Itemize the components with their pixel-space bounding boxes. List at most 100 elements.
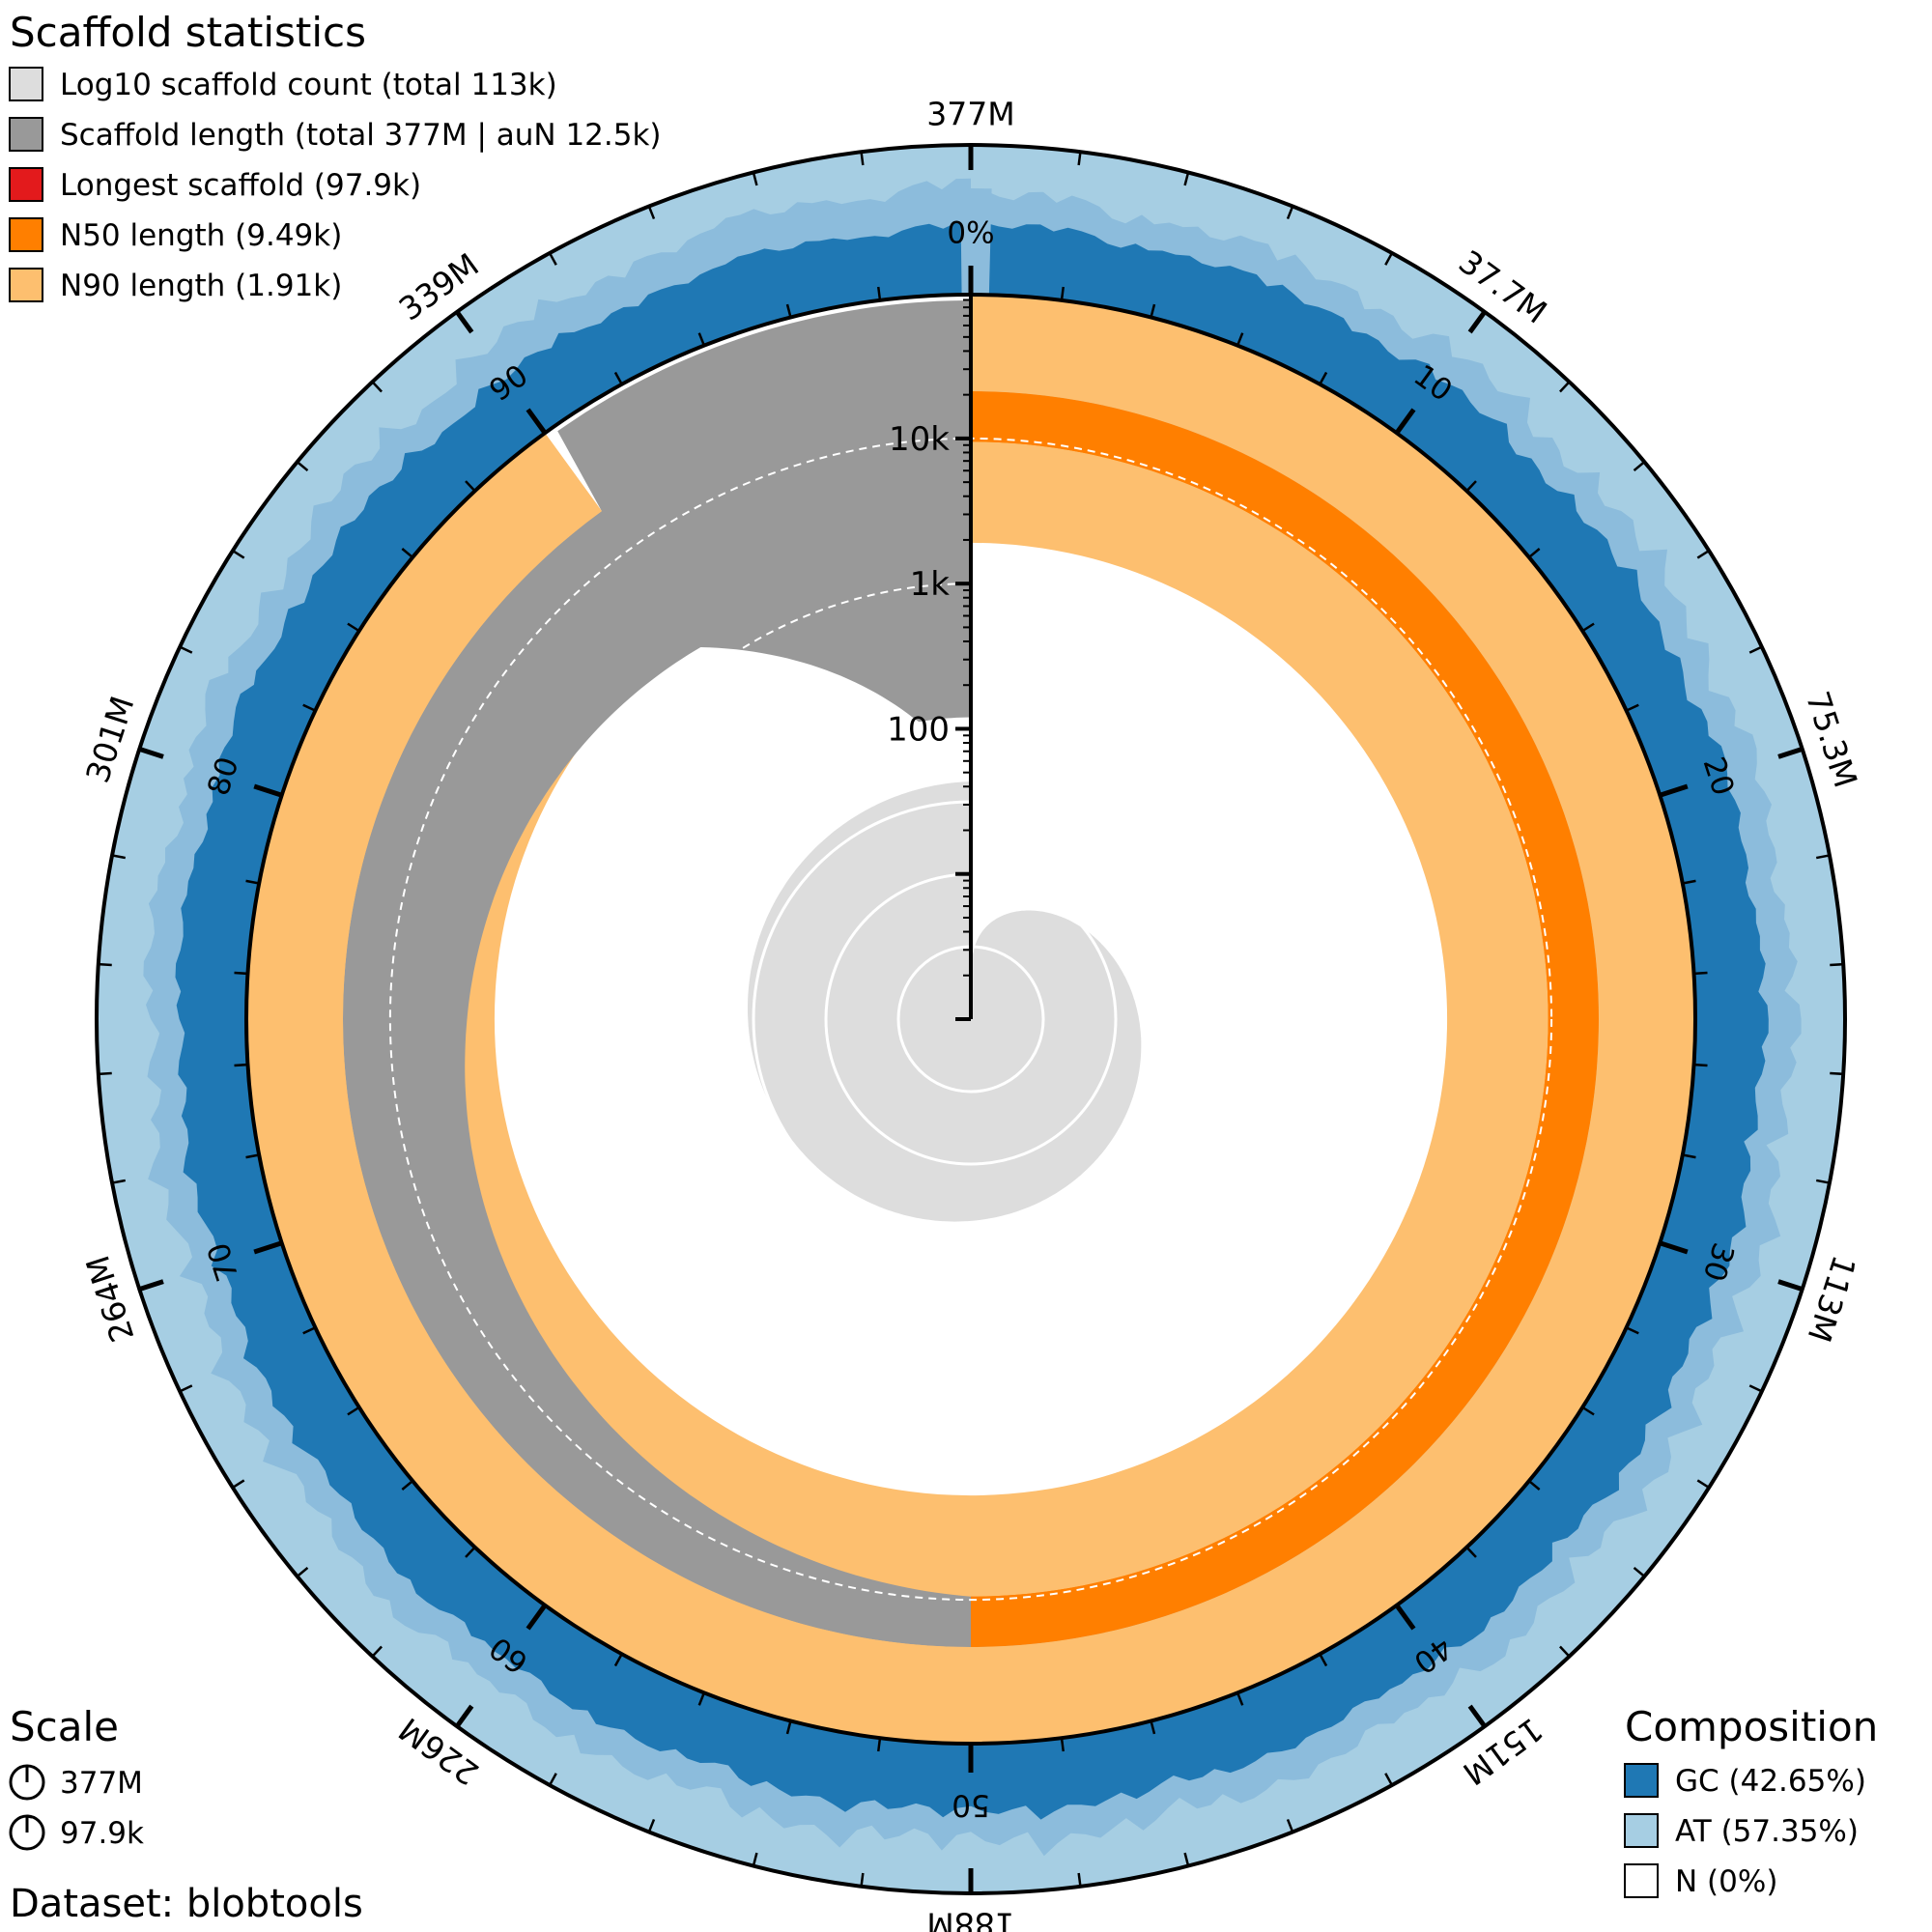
percent-tick [1626, 703, 1639, 712]
outer-tick [296, 461, 309, 472]
outer-tick [1467, 310, 1487, 334]
percent-tick [234, 971, 248, 976]
outer-tick [1830, 962, 1844, 967]
log-tick-label: 1k [910, 565, 951, 604]
outer-tick [1633, 1566, 1646, 1577]
scale-title: Scale [10, 1703, 119, 1750]
scale-item-longest: 97.9k [9, 1814, 144, 1851]
length-tick-label: 377M [926, 96, 1014, 133]
percent-tick [347, 622, 360, 633]
percent-tick [697, 1691, 706, 1706]
outer-tick [1777, 746, 1804, 759]
outer-tick [98, 962, 112, 967]
percent-tick [1319, 1653, 1328, 1667]
outer-tick [647, 1818, 656, 1833]
composition-legend: Composition GC (42.65%) AT (57.35%) N (0%) [1624, 1703, 1878, 1899]
log-tick-label: 100 [887, 710, 950, 749]
legend-swatch [9, 268, 43, 302]
legend-label: N90 length (1.91k) [60, 269, 342, 303]
percent-tick [245, 879, 260, 885]
percent-tick [302, 1326, 316, 1335]
legend-item: Longest scaffold (97.9k) [9, 167, 421, 203]
outer-tick [1559, 1645, 1571, 1658]
outer-tick [1384, 252, 1394, 266]
outer-tick [455, 310, 474, 334]
percent-tick [1465, 1546, 1477, 1558]
percent-tick [877, 286, 882, 301]
outer-tick [1748, 645, 1763, 654]
scaffold-legend: Scaffold statistics Log10 scaffold count… [9, 9, 662, 303]
outer-tick [1286, 206, 1294, 220]
outer-tick [1077, 1872, 1082, 1888]
log-tick-label: 10k [889, 420, 950, 459]
percent-tick [1236, 1691, 1244, 1706]
percent-tick [1528, 548, 1541, 558]
percent-tick [302, 703, 316, 712]
scale-total-label: 377M [60, 1766, 143, 1801]
gc-start-wedge [960, 187, 992, 296]
scale-legend: Scale 377M 97.9k Dataset: blobtools [9, 1703, 363, 1926]
composition-swatch [1624, 1863, 1659, 1898]
percent-tick [245, 1153, 260, 1159]
length-tick-label: 188M [926, 1906, 1014, 1932]
percent-tick [1150, 303, 1156, 318]
legend-title: Scaffold statistics [10, 9, 366, 56]
percent-tick [1394, 408, 1416, 435]
outer-tick [371, 381, 383, 393]
percent-tick [1682, 879, 1696, 885]
outer-tick [179, 645, 193, 654]
composition-item: N (0%) [1624, 1863, 1777, 1899]
outer-tick [1830, 1071, 1844, 1076]
percent-tick [1682, 1153, 1696, 1159]
outer-tick [860, 151, 865, 166]
outer-tick [1696, 550, 1710, 559]
legend-item: N50 length (9.49k) [9, 217, 342, 253]
outer-tick [98, 1071, 112, 1076]
outer-tick [1815, 1179, 1831, 1184]
percent-tick [785, 1720, 792, 1735]
outer-tick [1559, 381, 1571, 393]
log-gridline-1 [534, 582, 1407, 1456]
outer-tick [138, 746, 164, 759]
percent-tick [526, 1604, 548, 1631]
composition-label: AT (57.35%) [1675, 1814, 1859, 1849]
outer-tick [1077, 151, 1082, 166]
outer-tick [232, 550, 245, 559]
outer-tick [455, 1704, 474, 1728]
outer-tick [138, 1279, 164, 1293]
composition-title: Composition [1625, 1703, 1878, 1750]
legend-item: N90 length (1.91k) [9, 268, 342, 303]
outer-tick [1777, 1279, 1804, 1293]
scaffold-length-area [343, 295, 1624, 1647]
outer-tick [752, 1852, 758, 1866]
percent-tick [401, 1480, 413, 1491]
outer-tick [1815, 854, 1831, 860]
outer-tick [1467, 1704, 1487, 1728]
outer-tick [1633, 461, 1646, 472]
outer-tick [1183, 172, 1190, 186]
composition-item: AT (57.35%) [1624, 1813, 1859, 1849]
legend-label: Longest scaffold (97.9k) [60, 168, 421, 203]
composition-swatch [1624, 1763, 1659, 1798]
outer-tick [860, 1872, 865, 1888]
dataset-label: Dataset: blobtools [10, 1882, 363, 1926]
percent-tick [1394, 1604, 1416, 1631]
legend-swatch [9, 67, 43, 101]
scaffold-count-area [748, 781, 1142, 1222]
outer-tick [111, 1179, 127, 1184]
percent-tick [1626, 1326, 1639, 1335]
legend-item: Log10 scaffold count (total 113k) [9, 67, 557, 102]
percent-tick [1060, 286, 1065, 301]
outer-tick [1384, 1773, 1394, 1786]
percent-tick [1693, 971, 1708, 976]
outer-tick [232, 1479, 245, 1489]
outer-tick [296, 1566, 309, 1577]
legend-swatch [9, 167, 43, 202]
legend-label: Log10 scaffold count (total 113k) [60, 68, 557, 102]
percent-tick-label: 0% [947, 216, 994, 251]
composition-item: GC (42.65%) [1624, 1763, 1866, 1799]
outer-tick [111, 854, 127, 860]
outer-tick [1183, 1852, 1190, 1866]
legend-swatch [9, 117, 43, 152]
